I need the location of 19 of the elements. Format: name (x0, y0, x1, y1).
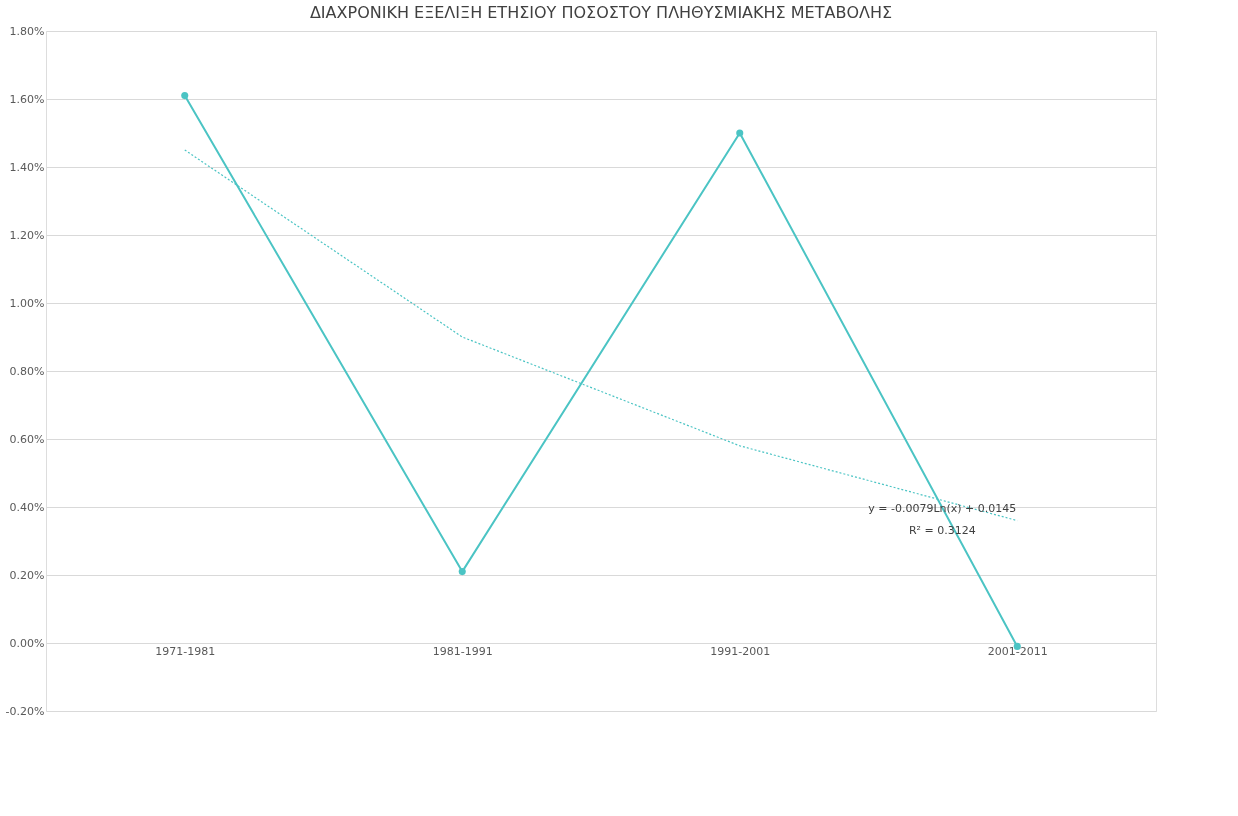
point (458, 568, 466, 576)
y-tick-label: 0.60% (9, 432, 45, 446)
y-tick-label: 1.00% (9, 296, 45, 310)
y-tick-label: 0.80% (9, 364, 45, 378)
x-tick-label: 2001-2011 (987, 644, 1048, 658)
chart-title: ΔΙΑΧΡΟΝΙΚΗ ΕΞΕΛΙΞΗ ΕΤΗΣΙΟΥ ΠΟΣΟΣΤΟΥ ΠΛΗΘΥΣΜΙΑΚΗΣ ΜΕΤΑΒΟΛΗΣ (309, 3, 893, 22)
y-tick-label: 0.20% (9, 568, 45, 582)
y-tick-label: -0.20% (5, 704, 45, 718)
y-tick-label: 1.80% (9, 24, 45, 38)
y-tick-label: 1.20% (9, 228, 45, 242)
x-tick-label: 1981-1991 (432, 644, 493, 658)
x-tick-label: 1971-1981 (155, 644, 216, 658)
y-tick-label: 0.00% (9, 636, 45, 650)
x-tick-label: 1991-2001 (710, 644, 771, 658)
y-tick-label: 1.60% (9, 92, 45, 106)
y-tick-label: 0.40% (9, 500, 45, 514)
point (181, 92, 189, 100)
point (736, 129, 744, 137)
y-tick-label: 1.40% (9, 160, 45, 174)
